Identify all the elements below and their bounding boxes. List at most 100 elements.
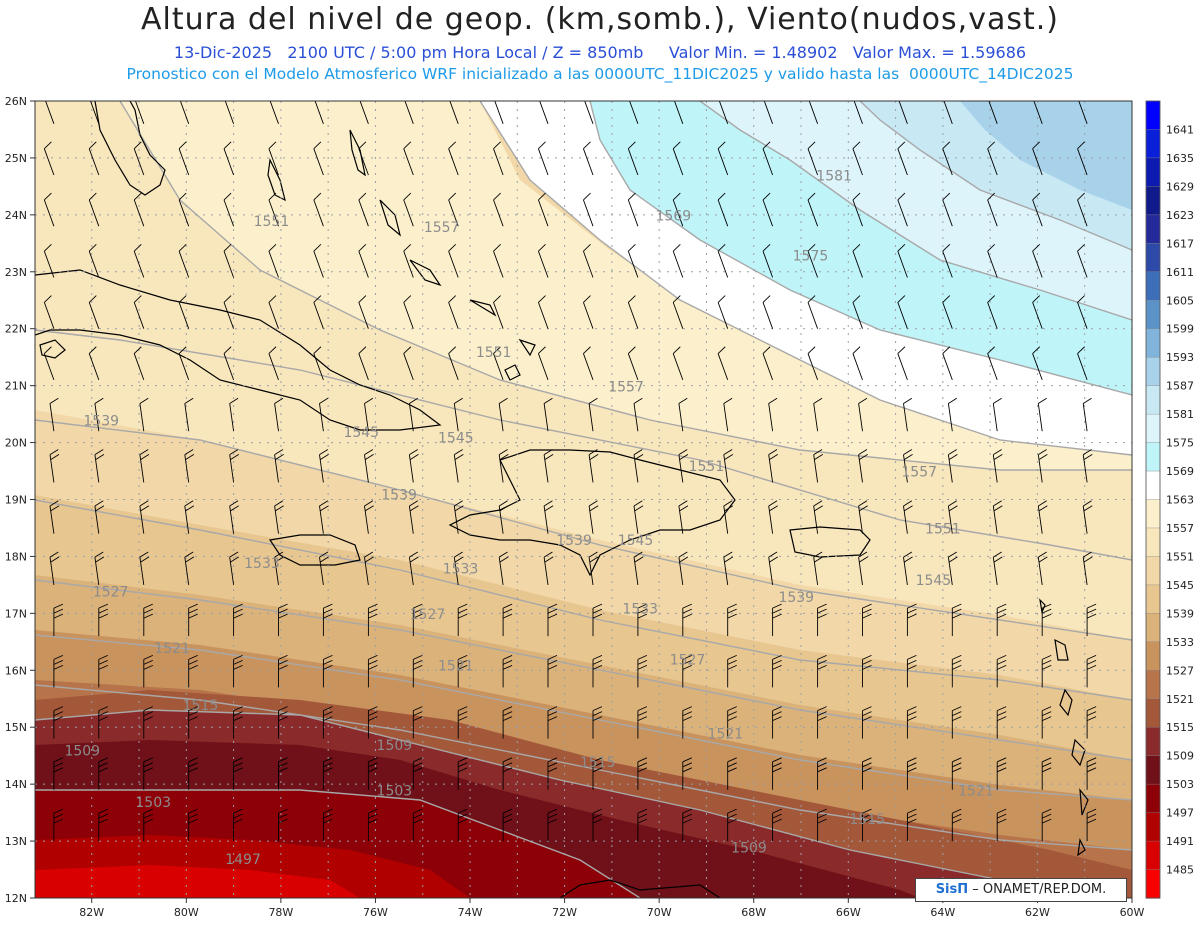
- wind-barb: [184, 397, 194, 432]
- wind-barb: [1041, 654, 1052, 688]
- sispi-logo: SisΠ: [935, 882, 969, 897]
- contour-label: 1515: [183, 698, 219, 714]
- wind-barb: [852, 244, 863, 278]
- wind-barb: [502, 757, 513, 790]
- wind-barb: [133, 346, 145, 381]
- wind-barb: [547, 603, 558, 637]
- wind-barb: [1032, 141, 1043, 176]
- wind-barb: [88, 295, 100, 329]
- wind-barb: [268, 244, 279, 278]
- wind-barb: [268, 346, 279, 381]
- wind-barb: [94, 551, 105, 585]
- wind-barb: [637, 654, 648, 688]
- contour-label: 1539: [83, 413, 119, 429]
- wind-barb: [951, 654, 962, 688]
- wind-barb: [682, 808, 692, 842]
- wind-barb: [627, 192, 639, 227]
- wind-barb: [903, 397, 913, 432]
- contour-label: 1539: [778, 590, 814, 606]
- wind-barb: [358, 141, 369, 176]
- colorbar-swatch: [1145, 869, 1161, 899]
- wind-barb: [717, 192, 729, 227]
- wind-barb: [727, 603, 737, 637]
- wind-barb: [588, 551, 599, 585]
- wind-barb: [178, 295, 190, 329]
- contour-label: 1539: [556, 533, 592, 549]
- colorbar-frame: [1145, 100, 1161, 899]
- wind-barb: [951, 757, 962, 790]
- wind-barb: [633, 449, 644, 483]
- wind-barb: [906, 808, 917, 842]
- colorbar-label: 1485: [1166, 864, 1194, 877]
- wind-barb: [43, 141, 55, 176]
- wind-barb: [278, 603, 288, 637]
- colorbar-label: 1557: [1166, 522, 1194, 535]
- colorbar-swatch: [1145, 328, 1161, 358]
- wind-barb: [1041, 808, 1052, 842]
- wind-barb: [951, 808, 962, 842]
- wind-barb: [637, 757, 648, 790]
- colorbar-label: 1623: [1166, 209, 1194, 222]
- wind-barb: [133, 141, 145, 176]
- wind-barb: [633, 500, 644, 534]
- valid-time-line: 13-Dic-2025 2100 UTC / 5:00 pm Hora Loca…: [173, 43, 1027, 62]
- band-1545: [35, 410, 1132, 700]
- cuba-coast: [35, 269, 442, 431]
- wind-barb: [313, 346, 324, 381]
- wind-barb: [1077, 192, 1088, 227]
- contour-label: 1545: [343, 425, 379, 441]
- wind-barb: [1082, 449, 1093, 483]
- wind-barb: [723, 449, 734, 483]
- band-1557: [35, 101, 1132, 560]
- florida-coast: [94, 101, 166, 196]
- wind-barb: [98, 757, 108, 790]
- wind-barb: [502, 603, 513, 637]
- wind-barb: [996, 603, 1007, 637]
- wind-barb: [807, 346, 819, 381]
- wind-barb: [678, 449, 689, 483]
- wind-barb: [672, 346, 684, 381]
- wind-barb: [313, 295, 324, 329]
- wind-barb: [768, 397, 778, 432]
- wind-barb: [453, 397, 463, 432]
- lat-label: 22N: [5, 323, 27, 336]
- wind-barb: [987, 192, 998, 227]
- wind-barb: [637, 603, 648, 637]
- wind-barb: [1077, 295, 1088, 329]
- isla-juventud: [39, 339, 66, 359]
- wind-barb: [457, 654, 468, 688]
- wind-barb: [678, 500, 689, 534]
- wind-barb: [278, 706, 288, 739]
- contour-label: 1533: [622, 601, 658, 617]
- wind-barbs: [43, 101, 1097, 842]
- wind-barb: [43, 244, 55, 278]
- wind-barb: [233, 706, 243, 739]
- colorbar-label: 1509: [1166, 750, 1194, 763]
- wind-barb: [903, 449, 913, 483]
- contour-label: 1509: [64, 744, 100, 760]
- lon-label: 68W: [741, 906, 766, 919]
- wind-barb: [717, 141, 729, 176]
- wind-barb: [498, 397, 508, 432]
- wind-barb: [813, 449, 823, 483]
- wind-barb: [852, 346, 863, 381]
- wind-barb: [762, 192, 774, 227]
- wind-barb: [903, 551, 913, 585]
- contour-label: 1545: [618, 533, 654, 549]
- wind-barb: [98, 603, 108, 637]
- wind-barb: [188, 654, 198, 688]
- colorbar-label: 1575: [1166, 437, 1194, 450]
- wind-barb: [762, 101, 774, 124]
- wind-barb: [43, 101, 55, 124]
- wind-barb: [538, 101, 549, 124]
- wind-barb: [53, 603, 64, 637]
- wind-barb: [807, 101, 819, 124]
- wind-barb: [637, 706, 648, 739]
- wind-barb: [94, 500, 105, 534]
- wind-barb: [493, 192, 504, 227]
- lon-label: 72W: [552, 906, 577, 919]
- wind-barb: [592, 757, 603, 790]
- wind-barb: [672, 101, 684, 124]
- wind-barb: [852, 192, 863, 227]
- contour-label: 1497: [225, 852, 261, 868]
